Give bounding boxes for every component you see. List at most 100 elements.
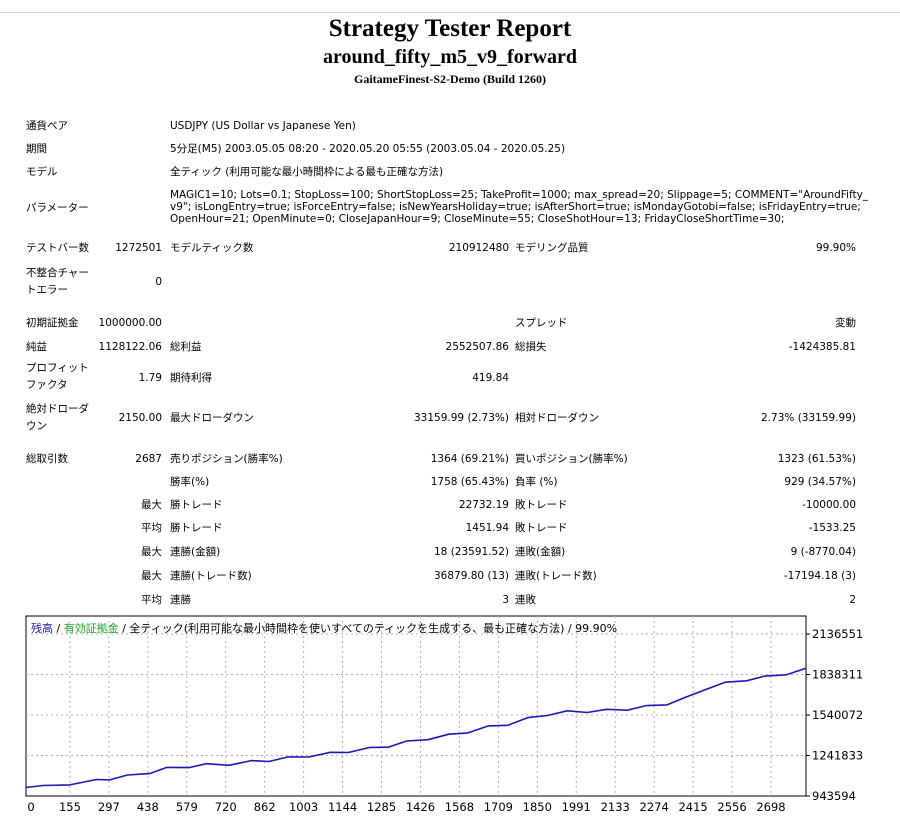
legend-sep-2: / — [118, 622, 130, 635]
y-tick-label: 1838311 — [812, 668, 863, 682]
legend-equity: 有効証拠金 — [63, 622, 119, 635]
gross-profit-value: 2552507.86 — [445, 341, 509, 353]
x-tick-label: 2133 — [601, 800, 630, 814]
avg-cons-wins-label: 連勝 — [170, 594, 191, 606]
max-cons-loss-value: -17194.18 (3) — [783, 570, 856, 582]
rel-dd-label: 相対ドローダウン — [515, 412, 599, 424]
avg-win-label: 勝トレード — [170, 522, 223, 534]
avg-cons-prefix: 平均 — [141, 594, 162, 606]
win-pct-label: 勝率(%) — [170, 476, 210, 488]
report-title: Strategy Tester Report — [328, 15, 572, 42]
rel-dd-value: 2.73% (33159.99) — [761, 412, 856, 424]
symbol-label: 通貨ペア — [26, 120, 68, 132]
max-cons-losses-value: 9 (-8770.04) — [790, 546, 856, 558]
loss-pct-value: 929 (34.57%) — [784, 476, 856, 488]
x-tick-label: 0 — [27, 800, 34, 814]
short-label: 売りポジション(勝率%) — [170, 453, 283, 465]
y-tick-label: 1540072 — [812, 708, 863, 722]
x-tick-label: 1991 — [562, 800, 591, 814]
gross-loss-label: 総損失 — [515, 341, 547, 353]
balance-series-line — [25, 667, 807, 789]
legend-balance: 残高 — [31, 622, 53, 635]
model-label: モデル — [26, 166, 58, 178]
largest-loss-label: 敗トレード — [515, 499, 568, 511]
mismatch-value: 0 — [155, 276, 162, 288]
x-tick-label: 862 — [254, 800, 276, 814]
deposit-label: 初期証拠金 — [26, 317, 79, 329]
x-tick-label: 155 — [59, 800, 81, 814]
x-tick-label: 2274 — [640, 800, 669, 814]
spread-value: 変動 — [835, 317, 856, 329]
max-cons-profit-value: 36879.80 (13) — [434, 570, 509, 582]
gross-profit-label: 総利益 — [170, 341, 202, 353]
legend-sep-1: / — [53, 622, 64, 635]
x-tick-label: 297 — [98, 800, 120, 814]
x-tick-label: 2556 — [717, 800, 746, 814]
x-tick-label: 2698 — [756, 800, 785, 814]
x-tick-label: 2415 — [678, 800, 707, 814]
abs-dd-label-2: ウン — [26, 420, 47, 432]
max-cons-prefix: 最大 — [141, 546, 162, 558]
legend-description: 全ティック(利用可能な最小時間枠を使いすべてのティックを生成する、最も正確な方法… — [129, 622, 618, 635]
total-trades-label: 総取引数 — [26, 453, 68, 465]
abs-dd-value: 2150.00 — [118, 412, 162, 424]
quality-label: モデリング品質 — [515, 242, 589, 254]
x-tick-label: 720 — [215, 800, 237, 814]
short-value: 1364 (69.21%) — [430, 453, 509, 465]
spread-label: スプレッド — [515, 317, 568, 329]
max-cons-profit-prefix: 最大 — [141, 570, 162, 582]
gross-loss-value: -1424385.81 — [788, 341, 856, 353]
period-label: 期間 — [26, 143, 47, 155]
long-value: 1323 (61.53%) — [777, 453, 856, 465]
avg-cons-wins-value: 3 — [502, 594, 509, 606]
expected-value: 419.84 — [472, 372, 509, 384]
abs-dd-label-1: 絶対ドローダ — [26, 403, 89, 415]
bars-value: 1272501 — [115, 242, 162, 254]
mismatch-label-2: トエラー — [26, 284, 68, 296]
net-value: 1128122.06 — [98, 341, 162, 353]
max-cons-profit-label: 連勝(トレード数) — [170, 570, 252, 582]
avg-cons-losses-label: 連敗 — [515, 594, 536, 606]
top-divider — [0, 12, 900, 13]
x-tick-label: 1144 — [328, 800, 357, 814]
y-tick-label: 943594 — [812, 789, 856, 803]
ea-name: around_fifty_m5_v9_forward — [322, 46, 578, 68]
quality-value: 99.90% — [815, 242, 856, 254]
params-value: MAGIC1=10; Lots=0.1; StopLoss=100; Short… — [170, 189, 869, 226]
x-tick-label: 1709 — [484, 800, 513, 814]
mismatch-label-1: 不整合チャー — [26, 267, 89, 279]
deposit-value: 1000000.00 — [98, 317, 162, 329]
avg-win-value: 1451.94 — [465, 522, 509, 534]
largest-loss-value: -10000.00 — [802, 499, 856, 511]
pf-label-1: プロフィット — [26, 362, 89, 374]
x-tick-label: 1003 — [289, 800, 318, 814]
x-tick-label: 438 — [137, 800, 159, 814]
plot-frame — [25, 615, 807, 797]
model-value: 全ティック (利用可能な最小時間枠による最も正確な方法) — [170, 166, 444, 178]
max-dd-label: 最大ドローダウン — [170, 412, 254, 424]
x-tick-label: 579 — [176, 800, 198, 814]
y-tick-label: 2136551 — [812, 627, 863, 641]
max-cons-losses-label: 連敗(金額) — [515, 546, 566, 558]
max-cons-wins-label: 連勝(金額) — [170, 546, 221, 558]
x-tick-label: 1426 — [406, 800, 435, 814]
win-pct-value: 1758 (65.43%) — [430, 476, 509, 488]
pf-label-2: ファクタ — [26, 379, 68, 391]
max-cons-wins-value: 18 (23591.52) — [434, 546, 509, 558]
balance-chart: 0 155 297 438 579 720 862 1003 1144 1285 1426 1568 1… — [25, 615, 863, 814]
avg-cons-losses-value: 2 — [849, 594, 856, 606]
largest-win-value: 22732.19 — [458, 499, 509, 511]
net-label: 純益 — [26, 341, 47, 353]
loss-pct-label: 負率 (%) — [515, 476, 558, 488]
largest-prefix: 最大 — [141, 499, 162, 511]
x-tick-label: 1850 — [523, 800, 552, 814]
params-label: パラメーター — [26, 202, 89, 214]
avg-loss-value: -1533.25 — [808, 522, 856, 534]
server-name: GaitameFinest-S2-Demo (Build 1260) — [354, 72, 546, 86]
ticks-label: モデルティック数 — [170, 242, 254, 254]
max-dd-value: 33159.99 (2.73%) — [414, 412, 509, 424]
pf-value: 1.79 — [138, 372, 162, 384]
long-label: 買いポジション(勝率%) — [515, 453, 628, 465]
largest-win-label: 勝トレード — [170, 499, 223, 511]
y-tick-label: 1241833 — [812, 749, 863, 763]
